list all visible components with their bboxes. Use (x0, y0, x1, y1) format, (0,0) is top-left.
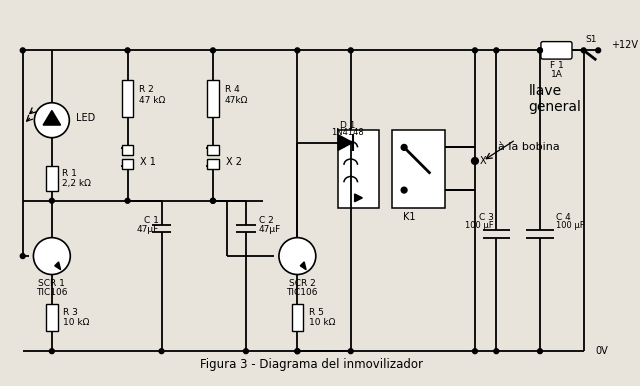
Text: 1N4148: 1N4148 (332, 128, 364, 137)
Circle shape (538, 48, 542, 53)
Text: R 1: R 1 (61, 169, 76, 178)
Text: K1: K1 (403, 212, 415, 222)
Circle shape (348, 349, 353, 354)
Bar (392, 130, 445, 208)
Circle shape (295, 48, 300, 53)
Text: Figura 3 - Diagrama del inmovilizador: Figura 3 - Diagrama del inmovilizador (200, 357, 424, 371)
Text: 0V: 0V (595, 346, 608, 356)
Circle shape (472, 48, 477, 53)
Polygon shape (55, 262, 61, 270)
Circle shape (20, 48, 25, 53)
Polygon shape (338, 135, 353, 150)
Circle shape (279, 238, 316, 274)
Circle shape (20, 254, 25, 259)
Circle shape (348, 48, 353, 53)
Circle shape (295, 349, 300, 354)
Polygon shape (355, 194, 362, 202)
Text: C 1: C 1 (144, 216, 159, 225)
Circle shape (35, 103, 69, 138)
Circle shape (472, 157, 478, 164)
Text: 2,2 kΩ: 2,2 kΩ (61, 179, 90, 188)
Circle shape (596, 48, 600, 53)
Text: 47μF: 47μF (259, 225, 281, 234)
Text: C 3: C 3 (479, 213, 493, 222)
Text: C 4: C 4 (556, 213, 572, 222)
Circle shape (472, 349, 477, 354)
Text: X 1: X 1 (140, 157, 156, 167)
Circle shape (49, 349, 54, 354)
Text: X: X (480, 156, 486, 166)
Text: 47μF: 47μF (136, 225, 159, 234)
Text: SCR 1: SCR 1 (38, 279, 65, 288)
Text: X 2: X 2 (225, 157, 241, 167)
Circle shape (211, 48, 216, 53)
Circle shape (159, 349, 164, 354)
Text: S1: S1 (586, 35, 597, 44)
Text: R 5: R 5 (309, 308, 324, 317)
Bar (122, 159, 133, 169)
Text: R 4: R 4 (225, 85, 239, 94)
Polygon shape (43, 110, 61, 125)
Bar (122, 146, 133, 155)
Circle shape (401, 187, 407, 193)
Text: 100 μF: 100 μF (465, 222, 493, 230)
Circle shape (211, 198, 216, 203)
Circle shape (33, 238, 70, 274)
Text: 47 kΩ: 47 kΩ (139, 96, 165, 105)
Text: R 2: R 2 (139, 85, 154, 94)
FancyBboxPatch shape (541, 42, 572, 59)
Circle shape (125, 48, 130, 53)
Text: C 2: C 2 (259, 216, 273, 225)
Circle shape (125, 198, 130, 203)
Text: LED: LED (76, 113, 95, 123)
Text: 10 kΩ: 10 kΩ (63, 318, 90, 327)
Text: 100 μF: 100 μF (556, 222, 585, 230)
Text: D 1: D 1 (340, 120, 356, 130)
Circle shape (494, 349, 499, 354)
Circle shape (538, 349, 542, 354)
Bar (207, 146, 219, 155)
Text: F 1: F 1 (550, 61, 563, 70)
Text: à la bobina: à la bobina (498, 142, 560, 152)
Bar (46, 166, 58, 191)
Text: +12V: +12V (611, 41, 638, 51)
Text: 47kΩ: 47kΩ (225, 96, 248, 105)
Bar (46, 304, 58, 331)
Bar (207, 80, 219, 117)
Circle shape (581, 48, 586, 53)
Circle shape (49, 198, 54, 203)
Text: llave
general: llave general (529, 84, 581, 114)
Text: R 3: R 3 (63, 308, 78, 317)
Text: SCR 2: SCR 2 (289, 279, 316, 288)
Bar (292, 304, 303, 331)
Circle shape (538, 48, 542, 53)
Circle shape (211, 198, 216, 203)
Text: TIC106: TIC106 (36, 288, 68, 298)
Circle shape (494, 48, 499, 53)
Circle shape (295, 349, 300, 354)
Text: TIC106: TIC106 (287, 288, 318, 298)
Bar (122, 80, 133, 117)
Bar (338, 130, 379, 208)
Polygon shape (300, 262, 306, 270)
Text: 1A: 1A (550, 70, 563, 79)
Text: 10 kΩ: 10 kΩ (309, 318, 335, 327)
Circle shape (401, 144, 407, 150)
Circle shape (243, 349, 248, 354)
Bar (207, 159, 219, 169)
